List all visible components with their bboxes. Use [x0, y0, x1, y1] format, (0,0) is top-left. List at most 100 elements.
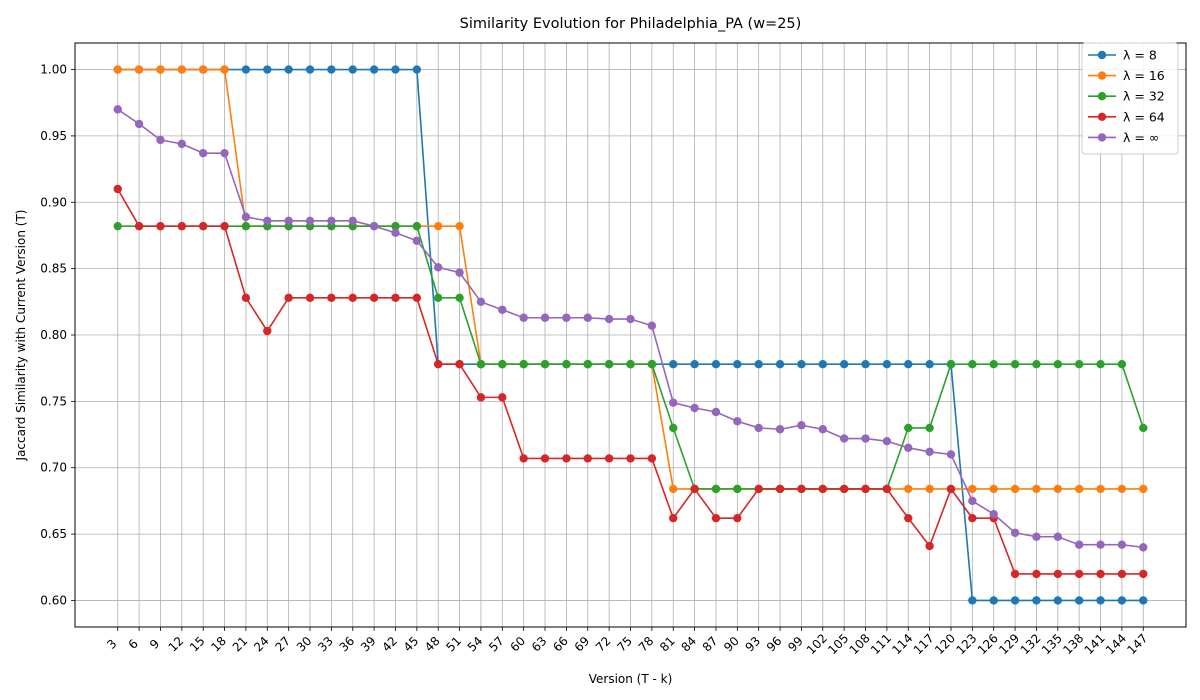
x-tick-label: 18 [208, 634, 229, 655]
x-tick-label: 147 [1124, 631, 1150, 657]
data-point [391, 228, 400, 237]
data-point [113, 184, 122, 194]
data-point [669, 484, 678, 494]
x-tick-label: 12 [166, 634, 187, 655]
x-tick-label: 138 [1060, 631, 1086, 657]
legend-item: λ = 16 [1088, 68, 1165, 83]
legend-marker [1097, 50, 1107, 60]
data-point [775, 425, 785, 434]
data-point [1074, 569, 1084, 579]
x-tick-label: 39 [358, 634, 379, 655]
y-axis-ticks: 0.60 0.65 0.70 0.75 0.80 0.85 0.90 0.95 1.00 [40, 63, 75, 607]
x-tick-label: 57 [486, 634, 507, 655]
legend-label: λ = ∞ [1123, 130, 1159, 145]
x-tick-label: 3 [104, 637, 119, 652]
data-point [733, 417, 742, 426]
data-point [241, 221, 251, 231]
x-tick-label: 111 [868, 631, 894, 657]
x-tick-label: 72 [593, 634, 614, 655]
legend-item: λ = 64 [1088, 109, 1165, 124]
y-tick-label: 0.85 [40, 262, 67, 276]
data-point [1053, 484, 1063, 494]
data-point [1032, 484, 1041, 494]
legend-label: λ = 16 [1123, 68, 1165, 83]
data-point [348, 65, 357, 74]
legend-marker [1097, 71, 1107, 80]
data-point [241, 212, 251, 222]
data-point [1139, 484, 1148, 494]
y-axis-label: Jaccard Similarity with Current Version … [14, 210, 28, 462]
data-point [284, 65, 293, 74]
data-point [562, 313, 571, 322]
data-point [1096, 484, 1105, 494]
legend-item: λ = ∞ [1088, 130, 1159, 145]
data-point [690, 360, 699, 369]
data-point [134, 119, 144, 129]
x-tick-label: 21 [230, 634, 251, 655]
data-point [519, 313, 528, 322]
data-point [904, 513, 913, 523]
data-point [177, 139, 187, 149]
y-tick-label: 0.95 [40, 129, 67, 143]
legend-label: λ = 8 [1123, 48, 1157, 63]
x-tick-label: 36 [337, 634, 358, 655]
data-point [412, 221, 422, 231]
legend-label: λ = 64 [1123, 109, 1165, 124]
data-point [925, 484, 934, 494]
data-point [177, 221, 187, 231]
data-point [519, 360, 528, 369]
data-point [476, 393, 486, 402]
legend-item: λ = 32 [1088, 89, 1165, 104]
data-point [711, 360, 721, 369]
data-point [305, 65, 315, 74]
data-point [775, 484, 785, 494]
data-point [1074, 540, 1084, 549]
y-tick-label: 0.70 [40, 461, 67, 475]
data-point [1032, 569, 1041, 579]
data-point [690, 484, 699, 494]
data-point [1117, 569, 1127, 579]
x-tick-label: 96 [764, 634, 785, 655]
data-point [284, 293, 293, 303]
data-point [839, 484, 849, 494]
y-tick-label: 0.75 [40, 394, 67, 408]
x-tick-label: 90 [721, 634, 742, 655]
data-point [1096, 360, 1105, 369]
data-point [818, 484, 827, 494]
data-point [134, 65, 144, 74]
data-point [198, 148, 208, 158]
data-point [156, 135, 165, 145]
legend-item: λ = 8 [1088, 48, 1157, 63]
data-point [369, 65, 379, 74]
data-point [498, 360, 507, 369]
legend-marker [1097, 92, 1107, 101]
data-point [925, 360, 934, 369]
data-point [583, 313, 592, 322]
x-tick-label: 6 [126, 637, 141, 652]
data-point [348, 293, 357, 303]
data-point [968, 496, 977, 506]
x-tick-label: 15 [187, 634, 208, 655]
data-point [882, 360, 892, 369]
data-point [669, 360, 678, 369]
data-point [540, 454, 550, 463]
x-tick-label: 99 [785, 634, 806, 655]
data-point [861, 360, 870, 369]
y-tick-label: 0.90 [40, 195, 67, 209]
data-point [690, 403, 699, 413]
x-tick-label: 114 [889, 631, 915, 657]
x-tick-label: 48 [422, 634, 443, 655]
data-point [946, 450, 956, 459]
data-point [904, 443, 913, 453]
data-point [925, 541, 934, 551]
data-point [904, 360, 913, 369]
data-point [1053, 360, 1063, 369]
x-tick-label: 120 [932, 631, 958, 657]
x-tick-label: 69 [572, 634, 593, 655]
data-point [1074, 484, 1084, 494]
data-point [797, 484, 806, 494]
y-tick-label: 0.60 [40, 593, 67, 607]
data-point [1032, 360, 1041, 369]
x-axis-ticks: 3 6 9 12 15 18 21 24 27 30 33 36 39 42 45 48 51 54 57 60 63 6… [104, 627, 1150, 657]
